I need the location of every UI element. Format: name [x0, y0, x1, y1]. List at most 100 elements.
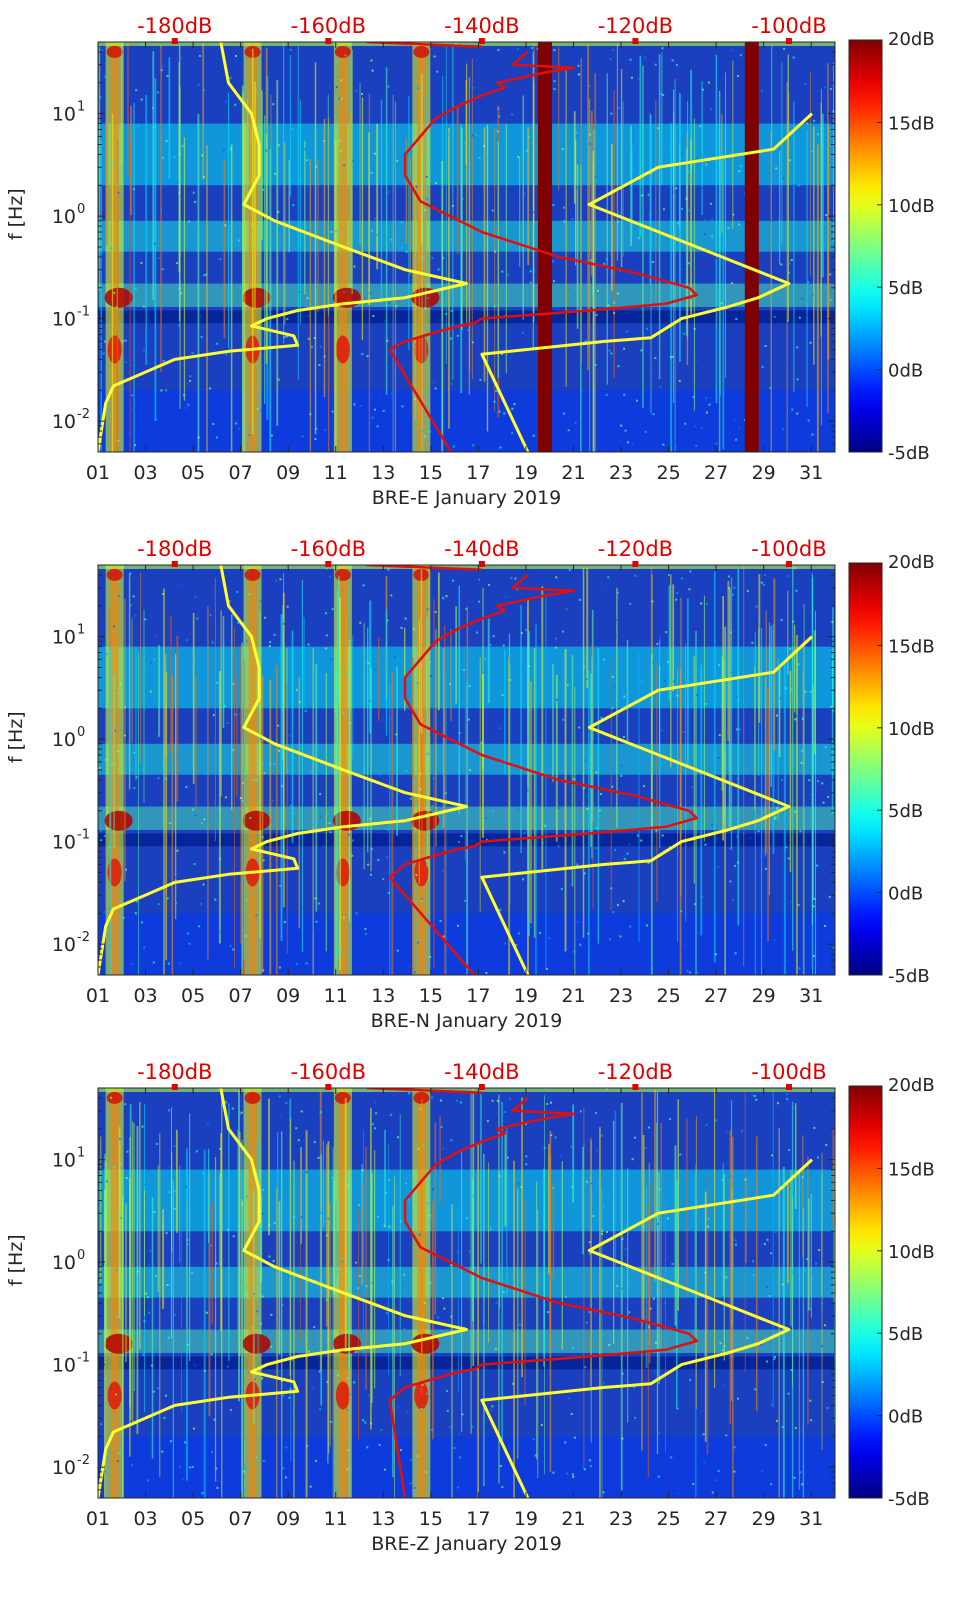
noise-speckle — [215, 1299, 218, 1302]
noise-speckle — [518, 426, 521, 429]
noise-speckle — [681, 207, 684, 210]
noise-speckle — [129, 117, 132, 120]
x-tick-label: 19 — [514, 985, 538, 1007]
noise-speckle — [731, 898, 734, 901]
noise-speckle — [829, 87, 832, 90]
spectrogram-texture — [98, 42, 835, 452]
x-tick-label: 25 — [656, 462, 680, 484]
top-db-tick-label: -160dB — [291, 537, 366, 561]
noise-speckle — [564, 1295, 567, 1298]
noise-speckle — [118, 1137, 121, 1140]
noise-speckle — [656, 1223, 659, 1226]
noise-speckle — [189, 379, 192, 382]
noise-speckle — [727, 575, 730, 578]
noise-speckle — [278, 749, 281, 752]
noise-speckle — [790, 259, 793, 262]
noise-speckle — [272, 1260, 275, 1263]
noise-speckle — [478, 578, 481, 581]
noise-speckle — [226, 722, 229, 725]
noise-speckle — [799, 830, 802, 833]
noise-speckle — [521, 331, 524, 334]
noise-speckle — [788, 1148, 791, 1151]
noise-speckle — [298, 1299, 301, 1302]
noise-speckle — [798, 1186, 801, 1189]
noise-speckle — [671, 1262, 674, 1265]
noise-speckle — [325, 647, 328, 650]
noise-speckle — [288, 1275, 291, 1278]
station-noise-curve — [388, 50, 699, 452]
noise-speckle — [640, 679, 643, 682]
noise-speckle — [817, 1156, 820, 1159]
noise-speckle — [725, 1130, 728, 1133]
noise-speckle — [409, 1458, 412, 1461]
colorbar-gradient — [848, 562, 883, 976]
noise-speckle — [194, 595, 197, 598]
noise-speckle — [603, 1382, 606, 1385]
noise-speckle — [640, 839, 643, 842]
noise-speckle — [749, 836, 752, 839]
noise-speckle — [226, 1228, 229, 1231]
noise-speckle — [821, 243, 824, 246]
storm-hotspot-low — [414, 1381, 429, 1410]
noise-speckle — [801, 297, 804, 300]
noise-speckle — [629, 58, 632, 61]
noise-speckle — [669, 750, 672, 753]
noise-speckle — [118, 594, 121, 597]
noise-speckle — [695, 444, 698, 447]
noise-speckle — [413, 398, 416, 401]
storm-core — [417, 565, 426, 975]
noise-speckle — [201, 1492, 204, 1495]
noise-speckle — [700, 187, 703, 190]
noise-speckle — [453, 1446, 456, 1449]
noise-speckle — [489, 1225, 492, 1228]
noise-speckle — [734, 419, 737, 422]
station-noise-curve — [388, 1096, 699, 1498]
noise-speckle — [737, 75, 740, 78]
noise-speckle — [679, 1153, 682, 1156]
noise-speckle — [513, 403, 516, 406]
y-tick-exponent: 1 — [77, 100, 85, 115]
storm-hotspot-high — [106, 45, 123, 58]
noise-speckle — [214, 898, 217, 901]
noise-speckle — [129, 364, 132, 367]
noise-speckle — [325, 634, 328, 637]
noise-speckle — [383, 1468, 386, 1471]
noise-speckle — [116, 1460, 119, 1463]
noise-speckle — [103, 834, 106, 837]
y-axis-label: f [Hz] — [5, 1234, 27, 1286]
noise-speckle — [734, 1243, 737, 1246]
noise-speckle — [774, 816, 777, 819]
noise-speckle — [235, 422, 238, 425]
noise-speckle — [588, 85, 591, 88]
noise-speckle — [425, 1471, 428, 1474]
storm-hotspot-high — [244, 568, 261, 581]
noise-speckle — [314, 438, 317, 441]
noise-speckle — [661, 834, 664, 837]
noise-speckle — [104, 340, 107, 343]
y-tick-label: 10 — [52, 206, 76, 228]
noise-speckle — [472, 1195, 475, 1198]
x-axis: 01 03 05 07 09 11 13 15 17 19 21 23 25 27 29 31 — [86, 1088, 823, 1530]
noise-speckle — [108, 846, 111, 849]
noise-speckle — [216, 681, 219, 684]
noise-speckle — [788, 159, 791, 162]
noise-speckle — [335, 229, 338, 232]
noise-speckle — [191, 352, 194, 355]
noise-speckle — [251, 427, 254, 430]
noise-speckle — [277, 144, 280, 147]
noise-speckle — [369, 292, 372, 295]
x-tick-label: 11 — [324, 985, 348, 1007]
noise-speckle — [244, 772, 247, 775]
noise-speckle — [223, 705, 226, 708]
storm-core — [248, 1088, 257, 1498]
noise-speckle — [652, 1297, 655, 1300]
noise-speckle — [247, 1222, 250, 1225]
noise-speckle — [565, 608, 568, 611]
noise-speckle — [279, 885, 282, 888]
x-tick-label: 25 — [656, 1508, 680, 1530]
noise-speckle — [370, 848, 373, 851]
noise-speckle — [445, 595, 448, 598]
x-tick-label: 09 — [276, 462, 300, 484]
station-noise-curve — [388, 573, 699, 975]
